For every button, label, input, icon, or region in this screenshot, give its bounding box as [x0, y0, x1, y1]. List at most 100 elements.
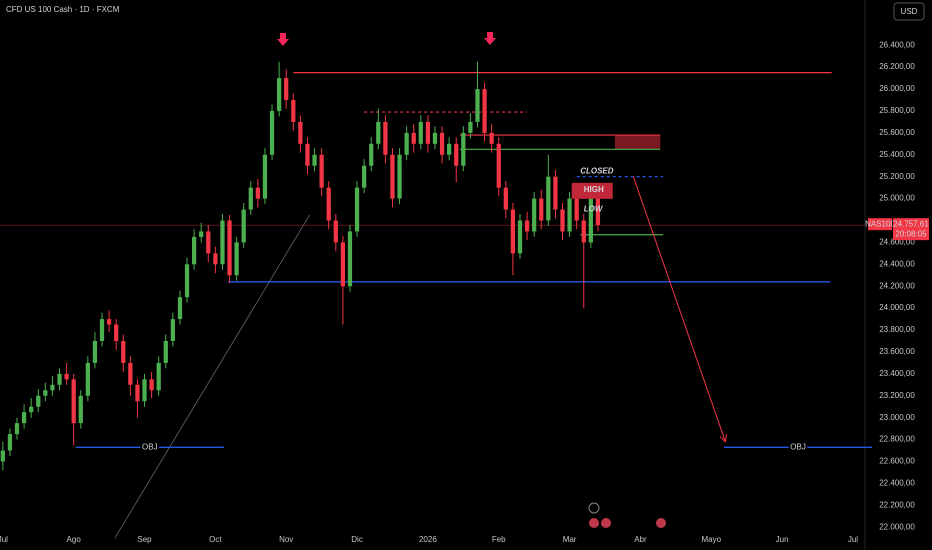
candle-body — [369, 143, 374, 166]
candle-body — [503, 187, 508, 210]
candle-body — [276, 78, 282, 111]
candle-body — [496, 143, 501, 188]
event-icon[interactable] — [601, 518, 611, 528]
candle-body — [362, 165, 367, 188]
candle-body — [255, 187, 260, 199]
candle-body — [425, 121, 431, 144]
y-tick-label: 22.600,00 — [879, 457, 915, 466]
candle-body — [454, 143, 459, 166]
y-tick-label: 25.600,00 — [879, 128, 915, 137]
candle-body — [319, 154, 324, 188]
candle-body — [269, 110, 275, 155]
candle-body — [560, 209, 565, 232]
candle-body — [248, 187, 253, 210]
x-tick-label: Ago — [67, 535, 82, 544]
candle-body — [64, 373, 69, 380]
candle-body — [206, 231, 211, 254]
candle-body — [574, 198, 579, 221]
y-tick-label: 22.000,00 — [879, 522, 915, 531]
candle-body — [404, 132, 409, 155]
candle-body — [191, 236, 197, 265]
candle-body — [241, 209, 246, 243]
candle-body — [50, 384, 55, 391]
candle-body — [106, 319, 112, 325]
event-icon[interactable] — [589, 518, 599, 528]
x-tick-label: Mayo — [701, 535, 721, 544]
candle-body — [156, 362, 161, 391]
chart-title: CFD US 100 Cash · 1D · FXCM — [6, 5, 120, 14]
candle-body — [234, 242, 239, 276]
currency[interactable]: USD — [901, 7, 918, 16]
y-tick-label: 24.600,00 — [879, 238, 915, 247]
candle-body — [262, 154, 268, 199]
candle-body — [57, 373, 62, 385]
candle-body — [78, 395, 83, 424]
candle-body — [475, 89, 480, 122]
candle-body — [71, 379, 76, 424]
y-tick-label: 26.400,00 — [879, 40, 915, 49]
candle-body — [36, 395, 41, 407]
price-tag-label: 24.757,61 — [893, 219, 929, 228]
x-tick-label: Abr — [634, 535, 647, 544]
y-tick-label: 23.000,00 — [879, 413, 915, 422]
event-icon[interactable] — [588, 502, 600, 514]
level-label: OBJ — [790, 442, 806, 451]
y-tick-label: 25.000,00 — [879, 194, 915, 203]
candle-body — [305, 143, 310, 166]
candle-body — [567, 198, 572, 232]
candle-body — [0, 450, 5, 462]
candle-body — [199, 231, 204, 237]
y-tick-label: 22.800,00 — [879, 435, 915, 444]
candle-body — [135, 384, 140, 402]
zone — [614, 135, 661, 150]
candle-body — [121, 340, 126, 363]
candle-body — [92, 340, 98, 363]
candle-body — [539, 198, 544, 221]
price-tag — [893, 218, 929, 241]
candle-body — [397, 154, 402, 199]
candle-body — [447, 143, 452, 155]
event-icon[interactable] — [656, 518, 666, 528]
projection-arrow — [632, 176, 726, 442]
candle-body — [177, 297, 183, 320]
candle-body — [298, 121, 303, 144]
y-tick-label: 23.800,00 — [879, 325, 915, 334]
candle-body — [227, 220, 232, 276]
candle-body — [468, 121, 473, 133]
candle-body — [170, 319, 175, 341]
x-tick-label: Jul — [848, 535, 858, 544]
x-tick-label: Sep — [137, 535, 152, 544]
candle-body — [546, 176, 551, 221]
candle-body — [376, 121, 381, 144]
x-tick-label: Nov — [279, 535, 293, 544]
candle-body — [291, 100, 296, 122]
candle-body — [411, 132, 416, 144]
y-tick-label: 22.400,00 — [879, 479, 915, 488]
candle-body — [340, 242, 346, 287]
candle-body — [85, 362, 90, 396]
candle-body — [390, 154, 395, 199]
candle-body — [524, 220, 530, 232]
candle-body — [149, 379, 154, 391]
candle-body — [432, 132, 438, 144]
x-tick-label: Jun — [776, 535, 789, 544]
candle-body — [220, 220, 225, 265]
marker-arrow — [277, 33, 289, 46]
candle-body — [312, 154, 317, 166]
candle-body — [163, 340, 168, 363]
candle-body — [482, 89, 487, 133]
candle-body — [184, 264, 190, 298]
countdown: 20:08:05 — [895, 229, 927, 238]
candle-body — [418, 121, 423, 144]
y-tick-label: 24.200,00 — [879, 281, 915, 290]
currency-button[interactable] — [893, 2, 925, 21]
candle-body — [461, 132, 466, 166]
candle-body — [333, 220, 338, 243]
candle-body — [595, 198, 601, 226]
y-tick-label: 24.000,00 — [879, 303, 915, 312]
y-tick-label: 24.400,00 — [879, 259, 915, 268]
note: HIGH — [584, 185, 604, 194]
candle-body — [510, 209, 516, 254]
candle-body — [532, 198, 537, 232]
x-tick-label: Dic — [351, 535, 363, 544]
